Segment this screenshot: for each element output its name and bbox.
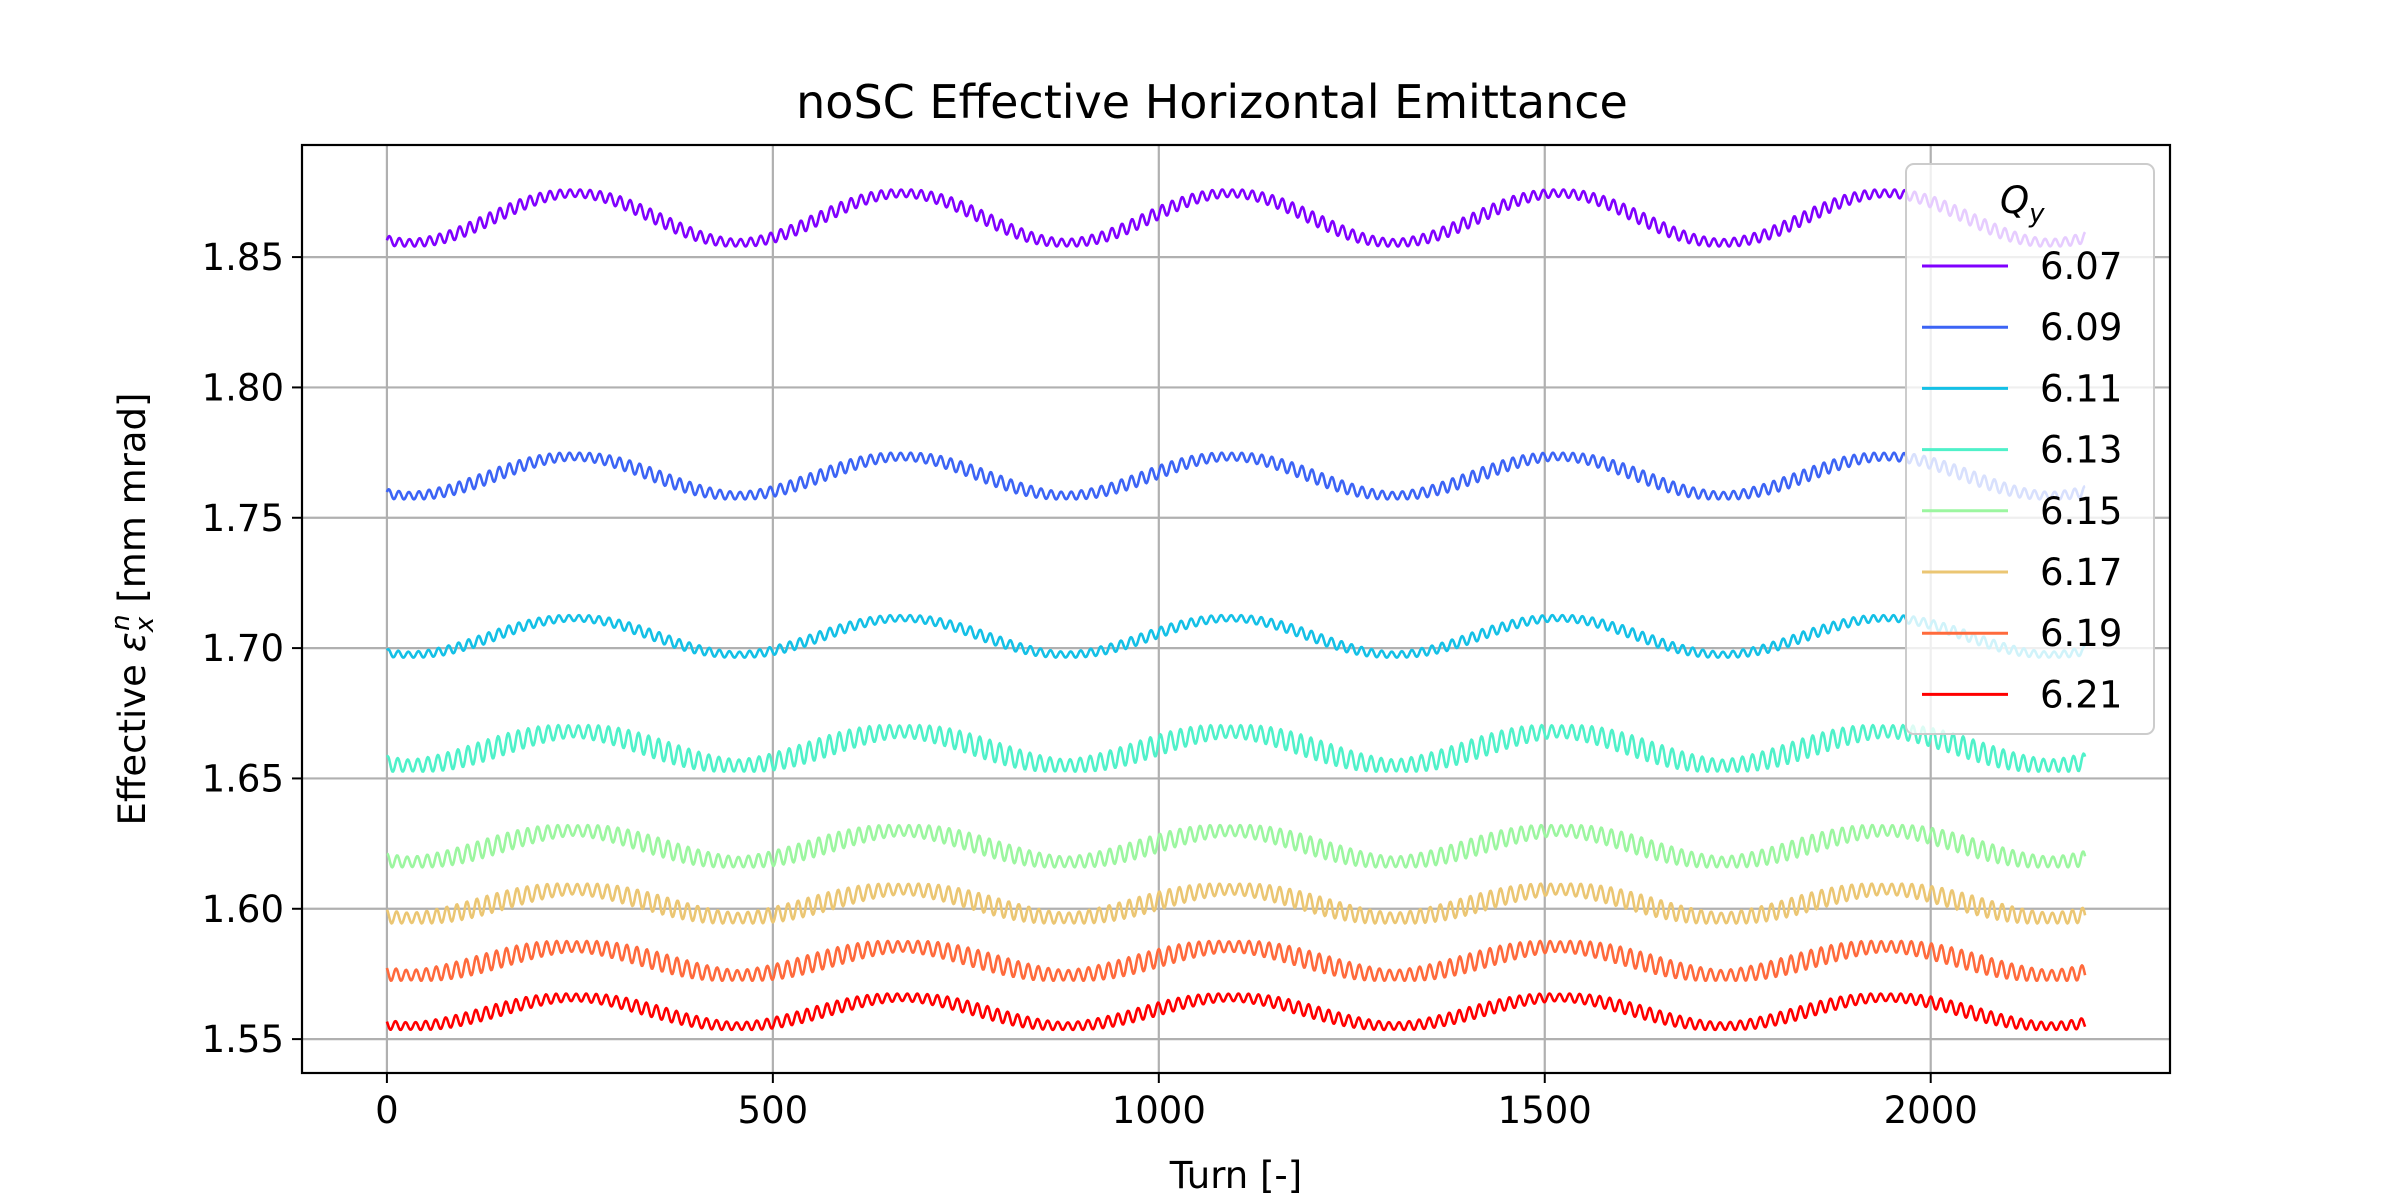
x-tick-label: 2000 bbox=[1884, 1089, 1978, 1132]
y-axis-label-subscript: x bbox=[130, 616, 160, 633]
y-tick-label: 1.65 bbox=[202, 757, 284, 800]
legend-title: Qy bbox=[2000, 179, 2045, 229]
series-line-6-19 bbox=[385, 939, 2087, 983]
y-axis-label-prefix: Effective bbox=[111, 652, 154, 825]
y-tick-label: 1.75 bbox=[202, 497, 284, 540]
series-line-6-09 bbox=[385, 451, 2086, 501]
series-line-6-21 bbox=[385, 992, 2087, 1032]
y-tick-label: 1.60 bbox=[202, 888, 284, 931]
grid-lines bbox=[302, 145, 2170, 1073]
x-tick-label: 500 bbox=[738, 1089, 809, 1132]
y-ticks: 1.55 1.60 1.65 1.70 1.75 1.80 1.85 bbox=[202, 236, 302, 1061]
x-axis-label: Turn [-] bbox=[1169, 1154, 1302, 1197]
legend-item-label: 6.15 bbox=[2040, 490, 2122, 533]
legend-item-label: 6.21 bbox=[2040, 673, 2122, 716]
y-tick-label: 1.80 bbox=[202, 366, 284, 409]
y-tick-label: 1.70 bbox=[202, 627, 284, 670]
series-line-6-15 bbox=[386, 823, 2087, 869]
plot-frame bbox=[300, 143, 2172, 1075]
x-ticks: 0 500 1000 1500 2000 bbox=[375, 1073, 1978, 1132]
y-axis-label-superscript: n bbox=[106, 614, 136, 630]
legend-item-label: 6.09 bbox=[2040, 306, 2122, 349]
series-line-6-17 bbox=[385, 882, 2087, 925]
legend-items: 6.07 6.09 6.11 6.13 6.15 6.17 6.19 6.21 bbox=[1922, 245, 2122, 716]
series-line-6-11 bbox=[385, 613, 2086, 659]
series-line-6-07 bbox=[385, 188, 2087, 248]
chart-title: noSC Effective Horizontal Emittance bbox=[796, 75, 1628, 129]
x-tick-label: 1000 bbox=[1112, 1089, 1206, 1132]
legend-item-label: 6.17 bbox=[2040, 551, 2122, 594]
series-group bbox=[385, 188, 2087, 1032]
x-tick-label: 0 bbox=[375, 1089, 399, 1132]
legend-item-label: 6.13 bbox=[2040, 429, 2122, 472]
y-axis-label-suffix: [mm mrad] bbox=[111, 393, 154, 615]
y-axis-label-symbol: ε bbox=[111, 632, 154, 652]
y-tick-label: 1.85 bbox=[202, 236, 284, 279]
series-line-6-13 bbox=[385, 723, 2087, 773]
legend-box bbox=[1905, 163, 2155, 735]
legend-title-main: Q bbox=[2000, 179, 2029, 222]
legend-item-label: 6.07 bbox=[2040, 245, 2122, 288]
legend: Qy 6.07 6.09 6.11 6.13 6.15 6.17 6.19 6.21 bbox=[1905, 163, 2155, 735]
y-axis-label: Effective εxn [mm mrad] bbox=[106, 393, 160, 826]
legend-title-sub: y bbox=[2028, 199, 2045, 229]
x-tick-label: 1500 bbox=[1498, 1089, 1592, 1132]
legend-item-label: 6.11 bbox=[2040, 367, 2122, 410]
legend-item-label: 6.19 bbox=[2040, 612, 2122, 655]
y-tick-label: 1.55 bbox=[202, 1018, 284, 1061]
